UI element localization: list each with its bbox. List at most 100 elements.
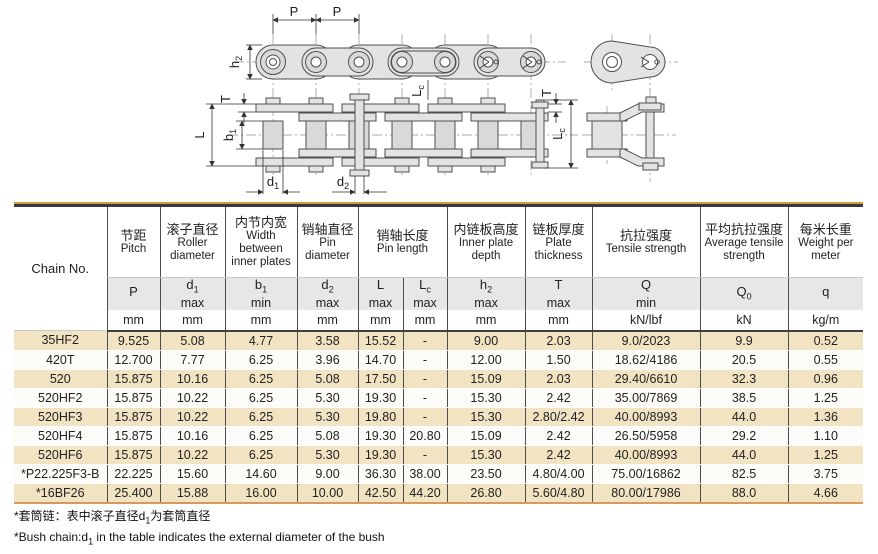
dim-label-t-left: T bbox=[218, 95, 233, 103]
value-cell: 35.00/7869 bbox=[591, 388, 701, 408]
chain-no-cell: 520HF3 bbox=[14, 407, 107, 427]
table-row: *P22.225F3-B 22.225 15.60 14.60 9.00 36.30 38… bbox=[14, 464, 864, 484]
value-cell: 23.50 bbox=[446, 464, 526, 484]
value-cell: 7.77 bbox=[159, 350, 225, 370]
table-body: 35HF2 9.525 5.08 4.77 3.58 15.52-9.00 2.03 9.0… bbox=[14, 330, 864, 502]
value-cell: 14.70 bbox=[357, 350, 403, 370]
offset-link-top-view bbox=[584, 34, 678, 90]
value-cell: 26.80 bbox=[446, 483, 526, 502]
top-dark-rule bbox=[14, 204, 863, 207]
unit-l: mm bbox=[357, 309, 403, 332]
symbol-d1: d1 max bbox=[159, 277, 225, 310]
value-cell: 6.25 bbox=[224, 445, 297, 465]
value-cell: 82.5 bbox=[699, 464, 789, 484]
table-header: Chain No. 节距 Pitch 滚子直径 Roller diameter 内节… bbox=[14, 207, 864, 332]
value-cell: 0.96 bbox=[787, 369, 864, 389]
table-row: 520 15.875 10.16 6.25 5.08 17.50-15.09 2.03 29… bbox=[14, 369, 864, 389]
value-cell: 12.700 bbox=[106, 350, 160, 370]
value-cell: 32.3 bbox=[699, 369, 789, 389]
value-cell: 3.75 bbox=[787, 464, 864, 484]
value-cell: 42.50 bbox=[357, 483, 403, 502]
value-cell: 2.42 bbox=[524, 388, 593, 408]
value-cell: 3.96 bbox=[296, 350, 358, 370]
dim-label-t-right: T bbox=[539, 89, 554, 97]
dim-label-l: L bbox=[192, 131, 207, 138]
value-cell: 2.42 bbox=[524, 426, 593, 446]
footnote-cn: *套筒链：表中滚子直径d1为套筒直径 bbox=[14, 509, 211, 526]
value-cell: 0.55 bbox=[787, 350, 864, 370]
chain-no-cell: 420T bbox=[14, 350, 107, 370]
value-cell: 9.9 bbox=[699, 330, 789, 351]
value-cell: 38.5 bbox=[699, 388, 789, 408]
dim-label-pitch-1: P bbox=[290, 4, 299, 19]
col-header-pin-diameter: 销轴直径 Pin diameter bbox=[296, 207, 358, 278]
value-cell: 17.50 bbox=[357, 369, 403, 389]
unit-q: kN/lbf bbox=[591, 309, 701, 332]
value-cell: 19.30 bbox=[357, 388, 403, 408]
value-cell: 15.30 bbox=[446, 407, 526, 427]
value-cell: 15.875 bbox=[106, 369, 160, 389]
value-cell: 6.25 bbox=[224, 426, 297, 446]
col-header-plate-thickness: 链板厚度 Plate thickness bbox=[524, 207, 593, 278]
dim-label-b1: b1 bbox=[221, 129, 238, 141]
footnotes: *套筒链：表中滚子直径d1为套筒直径 *Bush chain:d1 in the… bbox=[14, 508, 385, 551]
value-cell: 44.20 bbox=[402, 483, 448, 502]
value-cell: 12.00 bbox=[446, 350, 526, 370]
chain-no-cell: 520HF2 bbox=[14, 388, 107, 408]
col-header-pin-length: 销轴长度 Pin length bbox=[357, 207, 448, 278]
value-cell: - bbox=[402, 350, 448, 370]
cotter-pin-marks bbox=[479, 55, 542, 69]
value-cell: 9.00 bbox=[296, 464, 358, 484]
value-cell: 10.00 bbox=[296, 483, 358, 502]
value-cell: - bbox=[402, 369, 448, 389]
value-cell: 1.25 bbox=[787, 388, 864, 408]
col-header-avg-tensile-strength: 平均抗拉强度 Average tensile strength bbox=[699, 207, 789, 278]
value-cell: 10.22 bbox=[159, 407, 225, 427]
header-unit-row: mm mm mm mm mm mm mm mm kN/lbf kN kg/m bbox=[14, 309, 864, 332]
value-cell: 0.52 bbox=[787, 330, 864, 351]
value-cell: 26.50/5958 bbox=[591, 426, 701, 446]
spec-table-section: Chain No. 节距 Pitch 滚子直径 Roller diameter 内节… bbox=[14, 202, 864, 504]
value-cell: 15.875 bbox=[106, 426, 160, 446]
value-cell: 10.22 bbox=[159, 388, 225, 408]
chain-no-cell: *P22.225F3-B bbox=[14, 464, 107, 484]
value-cell: 15.875 bbox=[106, 407, 160, 427]
col-header-pitch: 节距 Pitch bbox=[106, 207, 160, 278]
unit-q0: kN bbox=[699, 309, 789, 332]
value-cell: - bbox=[402, 445, 448, 465]
value-cell: 6.25 bbox=[224, 350, 297, 370]
value-cell: 36.30 bbox=[357, 464, 403, 484]
value-cell: 15.09 bbox=[446, 369, 526, 389]
chain-no-cell: 520HF6 bbox=[14, 445, 107, 465]
value-cell: 15.30 bbox=[446, 388, 526, 408]
unit-weight: kg/m bbox=[787, 309, 864, 332]
value-cell: 15.52 bbox=[357, 330, 403, 351]
value-cell: 6.25 bbox=[224, 407, 297, 427]
table-row: 520HF3 15.875 10.22 6.25 5.30 19.80-15.30 2.8… bbox=[14, 407, 864, 427]
col-header-roller-diameter: 滚子直径 Roller diameter bbox=[159, 207, 225, 278]
chain-plan-view bbox=[255, 93, 549, 177]
value-cell: 10.16 bbox=[159, 369, 225, 389]
value-cell: 9.525 bbox=[106, 330, 160, 351]
value-cell: 29.40/6610 bbox=[591, 369, 701, 389]
value-cell: 9.0/2023 bbox=[591, 330, 701, 351]
dim-label-d1: d1 bbox=[267, 174, 279, 191]
value-cell: 19.80 bbox=[357, 407, 403, 427]
table-row: 520HF4 15.875 10.16 6.25 5.08 19.30 20.80 15.0… bbox=[14, 426, 864, 446]
value-cell: 29.2 bbox=[699, 426, 789, 446]
symbol-pitch: P bbox=[106, 277, 160, 310]
value-cell: 44.0 bbox=[699, 407, 789, 427]
chain-no-cell: *16BF26 bbox=[14, 483, 107, 502]
unit-t: mm bbox=[524, 309, 593, 332]
value-cell: 18.62/4186 bbox=[591, 350, 701, 370]
top-gold-rule bbox=[14, 202, 863, 204]
value-cell: 40.00/8993 bbox=[591, 445, 701, 465]
dim-label-lc-mid: Lc bbox=[409, 85, 426, 97]
value-cell: 2.03 bbox=[524, 369, 593, 389]
value-cell: 14.60 bbox=[224, 464, 297, 484]
unit-lc: mm bbox=[402, 309, 448, 332]
value-cell: 5.30 bbox=[296, 407, 358, 427]
unit-h2: mm bbox=[446, 309, 526, 332]
value-cell: 4.77 bbox=[224, 330, 297, 351]
